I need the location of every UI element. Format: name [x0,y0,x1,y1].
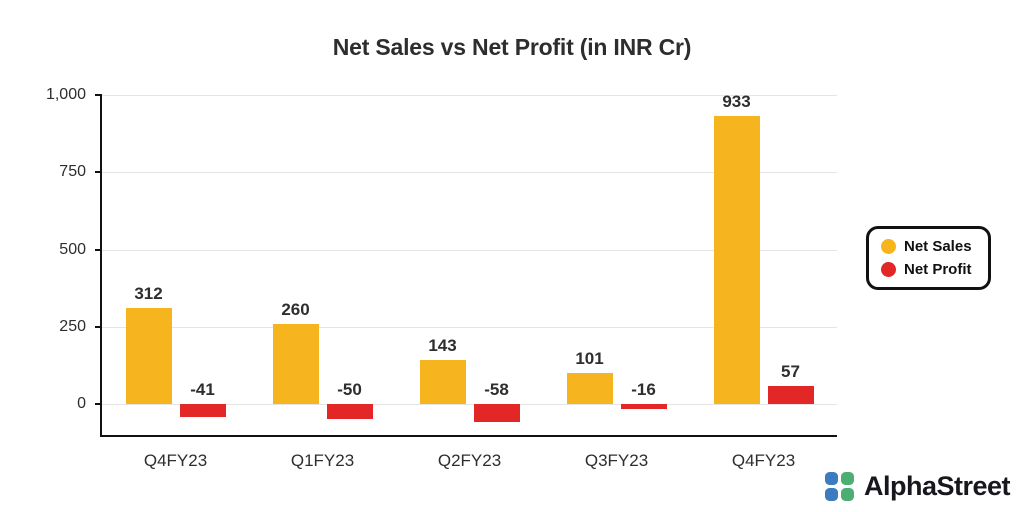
legend-item: Net Profit [881,261,972,278]
gridline [102,326,837,328]
bar-value-label: -41 [190,380,215,400]
legend-label: Net Profit [904,261,972,278]
gridline [102,172,837,174]
y-axis-tick-label: 250 [59,317,86,335]
bar-group: 143 -58 Q2FY23 [396,95,543,470]
bar-value-label: 143 [428,335,457,355]
y-axis-tick [95,171,102,174]
legend-label: Net Sales [904,238,972,255]
y-axis-tick-label: 1,000 [45,86,86,103]
y-axis-tick-label: 500 [59,240,86,258]
logo-petal-bottom-left [824,487,838,501]
bar-value-label: -50 [337,380,362,400]
bar-value-label: 312 [134,283,163,303]
bar-net-sales [713,115,760,404]
logo-petal-top-left [824,471,838,485]
bar-net-profit [179,404,226,418]
bar-net-sales [125,307,172,404]
plot-area: 0 250 500 750 1,000 312 -41 Q4FY23 260 -50 Q1FY23 1… [46,86,837,470]
bar-net-sales [272,323,319,404]
bar-value-label: 933 [722,91,751,111]
bar-groups: 312 -41 Q4FY23 260 -50 Q1FY23 143 -58 Q2FY23 101 -… [102,91,837,470]
legend-item: Net Sales [881,238,972,255]
alphastreet-logo-icon [824,471,855,502]
gridline [102,95,837,96]
bar-group: 312 -41 Q4FY23 [102,95,249,470]
gridline [102,404,837,406]
legend: Net Sales Net Profit [866,226,991,290]
bar-net-profit [473,404,520,423]
bar-group: 260 -50 Q1FY23 [249,95,396,470]
gridline [102,249,837,251]
x-axis-label: Q4FY23 [731,451,796,470]
x-axis-label: Q3FY23 [584,451,649,470]
bar-value-label: 101 [575,348,604,368]
y-axis-tick [95,325,102,328]
brand: AlphaStreet [824,471,1011,502]
chart-title: Net Sales vs Net Profit (in INR Cr) [332,34,692,60]
bar-net-profit [326,404,373,420]
y-axis-tick [95,248,102,251]
y-axis-tick [95,94,102,96]
y-axis-tick-label: 750 [59,163,86,181]
bar-net-profit [767,386,814,405]
y-axis-tick-label: 0 [77,395,86,413]
y-axis-tick [95,403,102,406]
x-axis-label: Q4FY23 [143,451,208,470]
bar-value-label: -58 [484,380,509,400]
x-axis-label: Q1FY23 [290,451,355,470]
bar-value-label: 57 [781,362,800,382]
logo-petal-top-right [840,471,854,485]
bar-net-profit [620,404,667,410]
x-axis-label: Q2FY23 [437,451,502,470]
bar-net-sales [419,359,466,404]
bar-value-label: 260 [281,299,310,319]
legend-swatch-icon [881,239,896,254]
bar-group: 101 -16 Q3FY23 [543,95,690,470]
brand-name: AlphaStreet [863,471,1011,501]
bar-group: 933 57 Q4FY23 [690,91,837,470]
bar-net-sales [566,372,613,404]
bar-value-label: -16 [631,380,656,400]
legend-swatch-icon [881,262,896,277]
logo-petal-bottom-right [840,487,854,501]
